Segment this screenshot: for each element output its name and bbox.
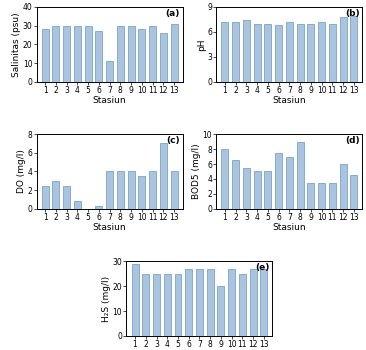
Bar [175, 274, 182, 336]
Bar [171, 172, 178, 209]
Bar [153, 274, 160, 336]
Bar [264, 23, 271, 82]
Bar [138, 29, 145, 82]
Bar [117, 172, 124, 209]
Bar [131, 264, 139, 336]
Bar [117, 26, 124, 82]
Bar [307, 183, 314, 209]
X-axis label: Stasiun: Stasiun [273, 223, 306, 232]
Bar [74, 26, 81, 82]
Bar [340, 164, 347, 209]
Bar [217, 286, 224, 336]
Bar [185, 269, 192, 336]
X-axis label: Stasiun: Stasiun [273, 96, 306, 105]
Bar [96, 206, 102, 209]
Bar [42, 29, 49, 82]
Bar [350, 16, 357, 82]
Y-axis label: Salinitas (psu): Salinitas (psu) [12, 12, 21, 77]
Bar [85, 26, 92, 82]
Bar [296, 142, 303, 209]
Bar [350, 175, 357, 209]
Bar [250, 269, 257, 336]
Bar [243, 168, 250, 209]
Bar [239, 274, 246, 336]
Bar [196, 269, 203, 336]
Bar [275, 25, 282, 82]
Bar [318, 22, 325, 82]
Bar [232, 22, 239, 82]
Bar [307, 23, 314, 82]
Bar [171, 24, 178, 82]
Text: (b): (b) [345, 9, 359, 18]
Text: (d): (d) [345, 136, 359, 145]
Bar [42, 186, 49, 209]
Bar [318, 183, 325, 209]
Bar [286, 22, 293, 82]
Bar [254, 172, 261, 209]
Bar [232, 160, 239, 209]
Bar [221, 22, 228, 82]
Bar [63, 186, 70, 209]
Bar [264, 172, 271, 209]
Y-axis label: BOD5 (mg/l): BOD5 (mg/l) [192, 144, 201, 199]
Bar [128, 172, 135, 209]
Bar [160, 33, 167, 82]
X-axis label: Stasiun: Stasiun [93, 223, 126, 232]
Bar [52, 26, 59, 82]
Bar [221, 149, 228, 209]
Bar [149, 26, 156, 82]
Bar [106, 61, 113, 82]
Bar [340, 17, 347, 82]
Bar [52, 181, 59, 209]
Y-axis label: pH: pH [197, 38, 206, 51]
Bar [96, 31, 102, 82]
Bar [160, 144, 167, 209]
Bar [128, 26, 135, 82]
Bar [138, 176, 145, 209]
Y-axis label: H₂S (mg/l): H₂S (mg/l) [102, 275, 111, 322]
Bar [296, 23, 303, 82]
Bar [254, 23, 261, 82]
Bar [260, 269, 268, 336]
Bar [149, 172, 156, 209]
Bar [329, 23, 336, 82]
Text: (c): (c) [166, 136, 180, 145]
Bar [228, 269, 235, 336]
Bar [329, 183, 336, 209]
Bar [63, 26, 70, 82]
Bar [164, 274, 171, 336]
Bar [286, 156, 293, 209]
Bar [74, 201, 81, 209]
X-axis label: Stasiun: Stasiun [93, 96, 126, 105]
Bar [275, 153, 282, 209]
Bar [106, 172, 113, 209]
Bar [207, 269, 214, 336]
Text: (e): (e) [255, 264, 270, 272]
Bar [142, 274, 149, 336]
Y-axis label: DO (mg/l): DO (mg/l) [17, 149, 26, 194]
Bar [243, 20, 250, 82]
Text: (a): (a) [165, 9, 180, 18]
